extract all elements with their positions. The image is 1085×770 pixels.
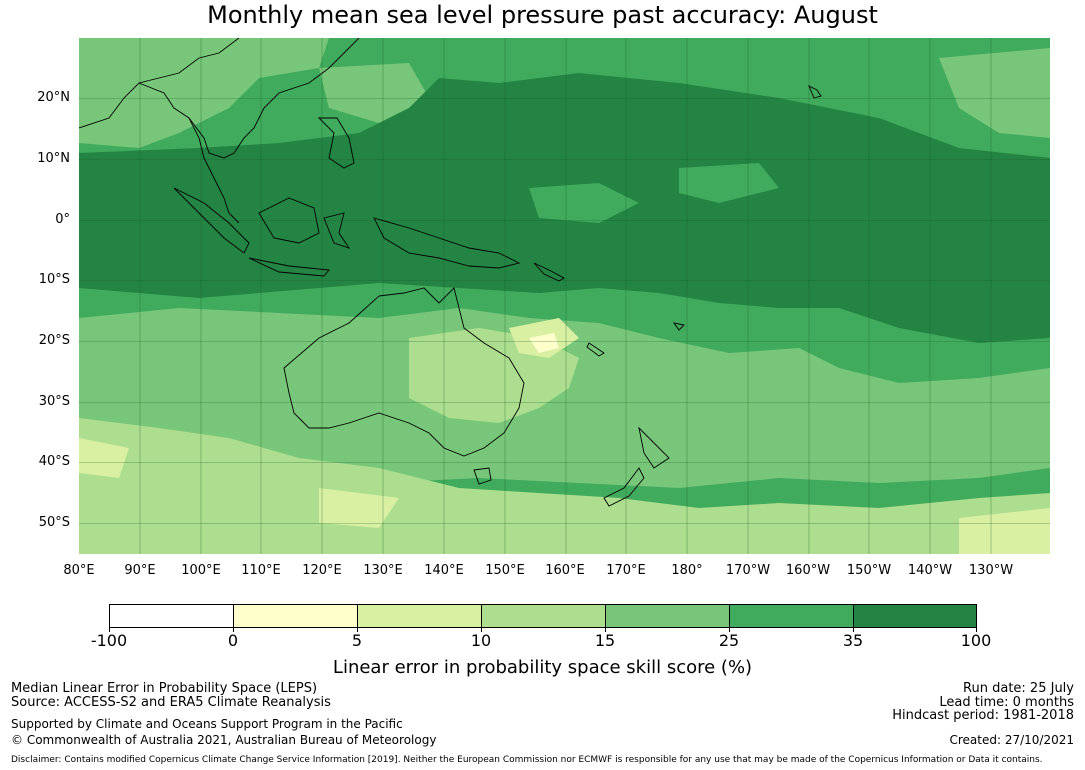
colorbar-bin-0-5 <box>233 604 357 628</box>
lon-label-80e: 80°E <box>63 563 95 578</box>
lon-label-130w: 130°W <box>968 563 1014 578</box>
colorbar-divider <box>605 604 606 628</box>
colorbar-tick <box>729 628 730 632</box>
colorbar-label: 5 <box>351 631 363 650</box>
lon-label-170e: 170°E <box>606 563 646 578</box>
footer-hindcast-period: Hindcast period: 1981-2018 <box>892 708 1074 723</box>
lat-label-20s: 20°S <box>38 333 70 348</box>
coastline-java <box>248 257 330 277</box>
colorbar-tick <box>233 628 234 632</box>
lon-label-110e: 110°E <box>241 563 281 578</box>
coastline-asia <box>79 38 360 159</box>
colorbar-title: Linear error in probability space skill … <box>332 657 753 678</box>
colorbar-label: 15 <box>594 631 616 650</box>
colorbar-divider <box>233 604 234 628</box>
colorbar-bin-10-15 <box>481 604 605 628</box>
lat-label-0: 0° <box>55 212 70 227</box>
colorbar-label: 100 <box>960 631 992 650</box>
footer-created-date: Created: 27/10/2021 <box>949 733 1074 747</box>
colorbar-bin-25-35 <box>729 604 853 628</box>
colorbar-label: 25 <box>718 631 740 650</box>
skill-patch-1 <box>529 183 639 223</box>
colorbar-divider <box>729 604 730 628</box>
coastline-sulawesi <box>323 212 351 249</box>
coastline-sumatra <box>173 187 250 254</box>
lon-label-180: 180° <box>671 563 703 578</box>
skill-patch-yellow-3 <box>959 508 1050 554</box>
lon-label-120e: 120°E <box>302 563 342 578</box>
lat-label-50s: 50°S <box>38 515 70 530</box>
skill-patch-palest <box>529 333 559 353</box>
lat-label-10s: 10°S <box>38 272 70 287</box>
lon-label-150w: 150°W <box>846 563 892 578</box>
coastline-borneo <box>258 197 320 244</box>
lon-label-150e: 150°E <box>485 563 525 578</box>
colorbar-frame <box>109 604 977 628</box>
lon-label-160e: 160°E <box>545 563 585 578</box>
lat-label-30s: 30°S <box>38 394 70 409</box>
colorbar-divider <box>853 604 854 628</box>
skill-band-north-east <box>939 48 1050 138</box>
colorbar-label: 10 <box>470 631 492 650</box>
lon-label-140e: 140°E <box>424 563 464 578</box>
colorbar-bin-neg100-0 <box>109 604 233 628</box>
colorbar-tick <box>481 628 482 632</box>
footer-run-date: Run date: 25 July <box>963 681 1074 696</box>
gridlines <box>79 38 1050 554</box>
colorbar-tick <box>976 628 977 632</box>
lon-label-160w: 160°W <box>785 563 831 578</box>
colorbar-label: 0 <box>227 631 239 650</box>
coastline-indochina <box>188 117 240 224</box>
skill-patch-yellow-2 <box>319 488 399 528</box>
footer-lead-time: Lead time: 0 months <box>939 695 1074 710</box>
colorbar-divider <box>481 604 482 628</box>
colorbar-bin-35-100 <box>853 604 977 628</box>
colorbar-tick <box>853 628 854 632</box>
colorbar-bin-5-10 <box>357 604 481 628</box>
skill-patch-yellow-4 <box>79 438 129 478</box>
skill-patch-2 <box>679 163 779 203</box>
coastline-new-zealand-north <box>638 426 670 469</box>
coastline-philippines <box>317 117 355 169</box>
skill-band-north-west <box>79 38 329 148</box>
lon-label-90e: 90°E <box>124 563 156 578</box>
lon-label-140w: 140°W <box>907 563 953 578</box>
colorbar-tick <box>109 628 110 632</box>
colorbar-label: 35 <box>842 631 864 650</box>
coastline-new-guinea <box>373 217 521 269</box>
colorbar-divider <box>357 604 358 628</box>
footer-copyright: © Commonwealth of Australia 2021, Austra… <box>11 733 437 747</box>
coastline-hawaii <box>808 85 822 99</box>
lon-label-130e: 130°E <box>363 563 403 578</box>
skill-band-north-mid <box>319 63 429 123</box>
coastlines <box>79 38 822 507</box>
colorbar-label: -100 <box>90 631 128 650</box>
footer-support: Supported by Climate and Oceans Support … <box>11 717 403 731</box>
coastline-fiji <box>672 322 685 331</box>
coastline-new-zealand-south <box>603 467 645 507</box>
colorbar-tick <box>605 628 606 632</box>
coastline-australia <box>283 287 525 457</box>
lat-label-20n: 20°N <box>37 90 70 105</box>
lat-label-40s: 40°S <box>38 454 70 469</box>
lon-label-100e: 100°E <box>181 563 221 578</box>
footer-disclaimer: Disclaimer: Contains modified Copernicus… <box>11 755 1043 765</box>
coastline-solomons <box>533 262 565 282</box>
lon-label-170w: 170°W <box>725 563 771 578</box>
lat-label-10n: 10°N <box>37 151 70 166</box>
footer-source: Source: ACCESS-S2 and ERA5 Climate Reana… <box>11 695 331 710</box>
footer-method: Median Linear Error in Probability Space… <box>11 681 318 696</box>
colorbar-bin-15-25 <box>605 604 729 628</box>
skill-score-map <box>79 38 1050 554</box>
coastline-tasmania <box>473 467 492 485</box>
colorbar-tick <box>357 628 358 632</box>
coastline-new-caledonia <box>586 342 605 357</box>
map-title: Monthly mean sea level pressure past acc… <box>207 1 878 29</box>
